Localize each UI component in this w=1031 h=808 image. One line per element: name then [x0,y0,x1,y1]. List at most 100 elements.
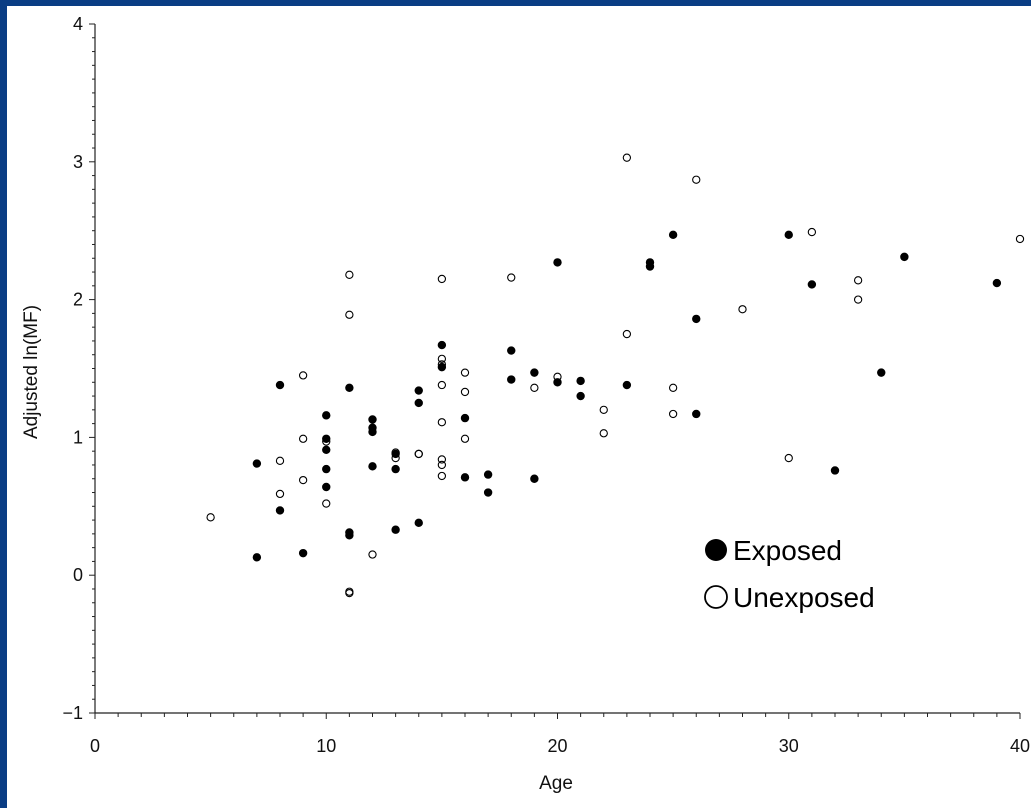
exposed-point [460,413,470,423]
exposed-point [252,459,262,468]
axes [89,23,1021,719]
exposed-point [322,445,331,455]
exposed-point [576,391,585,401]
unexposed-point [391,453,400,463]
unexposed-point [437,418,447,427]
unexposed-point [391,448,400,457]
exposed-point [345,383,354,392]
exposed-point [530,474,539,483]
exposed-point [275,506,285,515]
exposed-point [322,434,331,443]
exposed-point [507,375,516,384]
unexposed-point [599,405,608,414]
exposed-point [645,262,655,271]
unexposed-point [853,295,863,304]
unexposed-point [553,372,562,381]
unexposed-point [345,310,354,319]
y-tick-label: 0 [73,565,83,585]
exposed-point [322,464,331,474]
exposed-point [414,386,423,395]
x-ticks: 0 10 20 30 40 [90,736,1030,756]
unexposed-point [530,383,539,392]
unexposed-point [322,499,331,508]
unexposed-point [668,409,678,419]
exposed-point [622,380,632,390]
exposed-point [900,252,909,262]
unexposed-point [460,387,470,397]
unexposed-point [437,380,447,390]
exposed-point [460,473,470,482]
chart-panel: 0 10 20 30 40 −1 0 1 2 3 4 Age Adjusted ln(MF) Ex… [7,6,1031,808]
unexposed-point [807,227,817,237]
unexposed-point [298,475,308,485]
unexposed-point [507,273,516,282]
unexposed-point [460,434,470,443]
unexposed-point [622,329,632,339]
exposed-point [830,466,840,475]
unexposed-point [345,588,354,598]
data-points [206,153,1025,598]
x-tick-label: 40 [1010,736,1030,756]
exposed-point [368,415,377,424]
y-tick-label: 3 [73,152,83,172]
legend-label-exposed: Exposed [733,535,842,566]
y-tick-label: 4 [73,14,83,34]
exposed-point [483,488,493,497]
y-axis-label: Adjusted ln(MF) [21,305,42,439]
exposed-point [807,280,817,289]
exposed-point [507,346,516,355]
unexposed-point [414,449,423,459]
unexposed-point [599,429,608,438]
unexposed-point [206,513,215,522]
exposed-point [784,230,793,240]
exposed-point [437,362,447,372]
legend-marker-unexposed [704,585,728,609]
unexposed-point [622,153,632,162]
exposed-point [414,398,423,408]
y-tick-label: 2 [73,290,83,310]
unexposed-point [437,471,447,481]
exposed-point [437,340,447,350]
y-ticks: −1 0 1 2 3 4 [62,14,83,723]
unexposed-point [298,434,308,443]
unexposed-point [460,368,470,377]
x-tick-label: 0 [90,736,100,756]
unexposed-point [853,276,863,285]
exposed-point [391,525,400,534]
unexposed-point [298,371,308,380]
exposed-point [576,376,585,386]
legend-label-unexposed: Unexposed [733,582,875,613]
exposed-point [530,368,539,377]
exposed-point [368,462,377,471]
exposed-point [322,482,331,492]
exposed-point [877,368,886,377]
exposed-point [275,380,285,390]
unexposed-point [437,360,447,369]
y-tick-label: 1 [73,427,83,447]
unexposed-point [322,437,331,446]
unexposed-point [668,383,678,392]
x-tick-label: 30 [779,736,799,756]
exposed-point [345,531,354,540]
y-tick-label: −1 [62,703,83,723]
exposed-point [391,464,400,474]
unexposed-point [368,550,377,559]
exposed-point [668,230,678,240]
exposed-point [368,427,377,437]
unexposed-point [275,489,285,499]
x-tick-label: 20 [547,736,567,756]
unexposed-point [437,455,447,464]
unexposed-point [738,305,747,314]
unexposed-point [275,456,285,465]
x-tick-label: 10 [316,736,336,756]
x-axis-label: Age [539,773,573,794]
exposed-point [992,278,1002,288]
exposed-point [414,518,423,528]
exposed-point [252,553,262,562]
unexposed-point [345,270,354,279]
exposed-point [692,314,701,324]
exposed-point [483,470,493,479]
unexposed-point [784,453,793,463]
exposed-point [298,548,308,558]
exposed-point [553,258,562,267]
